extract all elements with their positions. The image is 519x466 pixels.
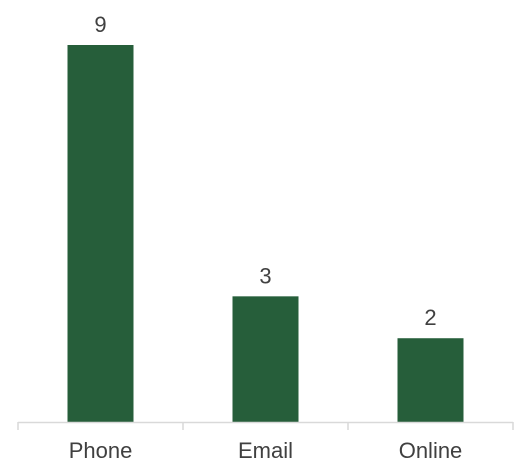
bar-phone — [67, 45, 134, 422]
x-tick-label-email: Email — [238, 438, 293, 463]
bar-email — [232, 296, 299, 422]
x-tick-labels-layer: Phone Email Online — [69, 438, 463, 463]
data-label-email: 3 — [259, 263, 271, 288]
data-label-online: 2 — [424, 305, 436, 330]
bar-online — [397, 338, 464, 422]
data-label-phone: 9 — [94, 12, 106, 37]
x-tick-label-online: Online — [399, 438, 463, 463]
data-labels-layer: 9 3 2 — [94, 12, 436, 330]
x-axis — [17, 421, 514, 430]
x-tick-label-phone: Phone — [69, 438, 133, 463]
bars-layer — [67, 45, 464, 422]
